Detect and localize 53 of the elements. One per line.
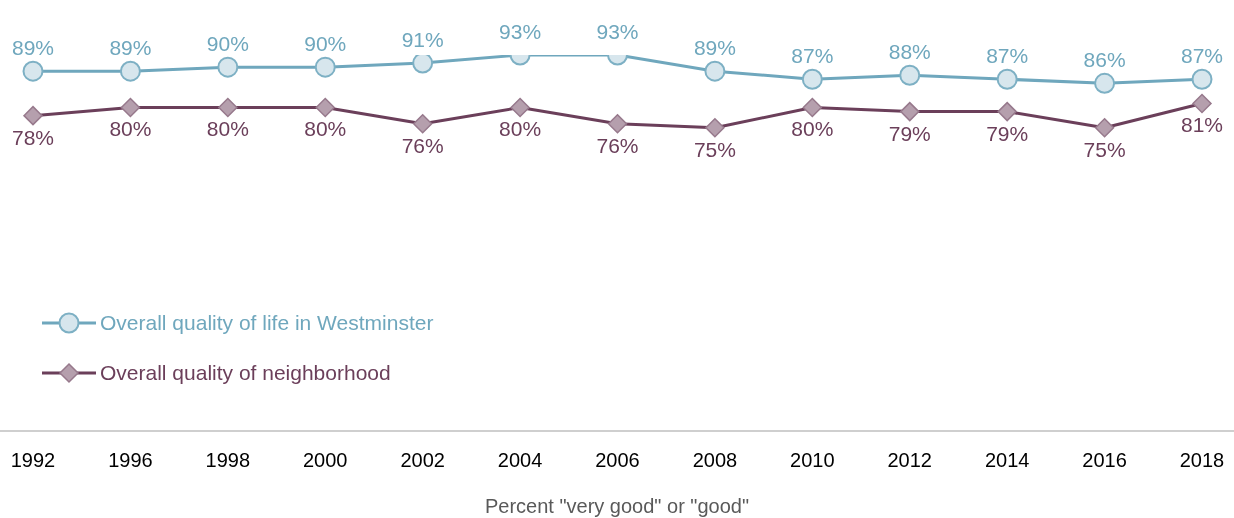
data-label: 93% [596, 20, 639, 43]
point [217, 56, 239, 78]
x-tick-label: 2002 [400, 449, 445, 472]
point [899, 64, 921, 86]
data-label: 90% [304, 32, 347, 56]
data-label: 80% [791, 117, 834, 141]
x-axis-title: Percent "very good" or "good" [484, 495, 750, 517]
legend-label: Overall quality of life in Westminster [100, 311, 434, 335]
x-tick-label: 1992 [10, 449, 56, 472]
data-label: 89% [109, 36, 152, 60]
x-tick-label: 1996 [108, 449, 153, 472]
data-label: 89% [11, 36, 55, 60]
data-label: 80% [109, 117, 152, 141]
data-label: 80% [499, 117, 542, 141]
data-label: 75% [1083, 137, 1126, 161]
x-tick-label: 2004 [497, 449, 543, 472]
data-label: 87% [1180, 44, 1224, 68]
x-tick-label: 1998 [205, 449, 251, 472]
data-label: 87% [986, 44, 1029, 68]
data-label: 87% [791, 44, 834, 68]
x-tick-label: 2018 [1179, 449, 1225, 472]
point [801, 68, 823, 90]
x-tick-label: 2012 [887, 449, 932, 472]
point [22, 60, 44, 82]
data-label: 86% [1083, 48, 1126, 72]
data-label: 89% [693, 36, 736, 60]
data-label: 80% [304, 117, 347, 141]
point [1191, 68, 1213, 90]
data-label: 93% [499, 20, 542, 43]
point [704, 60, 726, 82]
point [1094, 72, 1116, 94]
x-tick-label: 2000 [303, 449, 348, 472]
x-tick-label: 2008 [692, 449, 738, 472]
data-label: 79% [888, 121, 931, 145]
x-tick-label: 2016 [1082, 449, 1127, 472]
x-tick-label: 2014 [984, 449, 1030, 472]
point [412, 55, 434, 74]
x-tick-label: 2010 [790, 449, 835, 472]
data-label: 75% [693, 137, 736, 161]
x-tick-label: 2006 [595, 449, 640, 472]
data-label: 80% [206, 117, 249, 141]
data-label: 91% [401, 28, 444, 52]
data-label: 76% [596, 133, 639, 157]
data-label: 76% [401, 133, 444, 157]
point [314, 56, 336, 78]
legend-label: Overall quality of neighborhood [100, 361, 391, 385]
point [119, 60, 141, 82]
data-label: 90% [206, 32, 249, 56]
point [996, 68, 1018, 90]
data-label: 79% [986, 121, 1029, 145]
data-label: 81% [1180, 113, 1224, 137]
data-label: 88% [888, 40, 931, 64]
data-label: 78% [11, 125, 55, 149]
